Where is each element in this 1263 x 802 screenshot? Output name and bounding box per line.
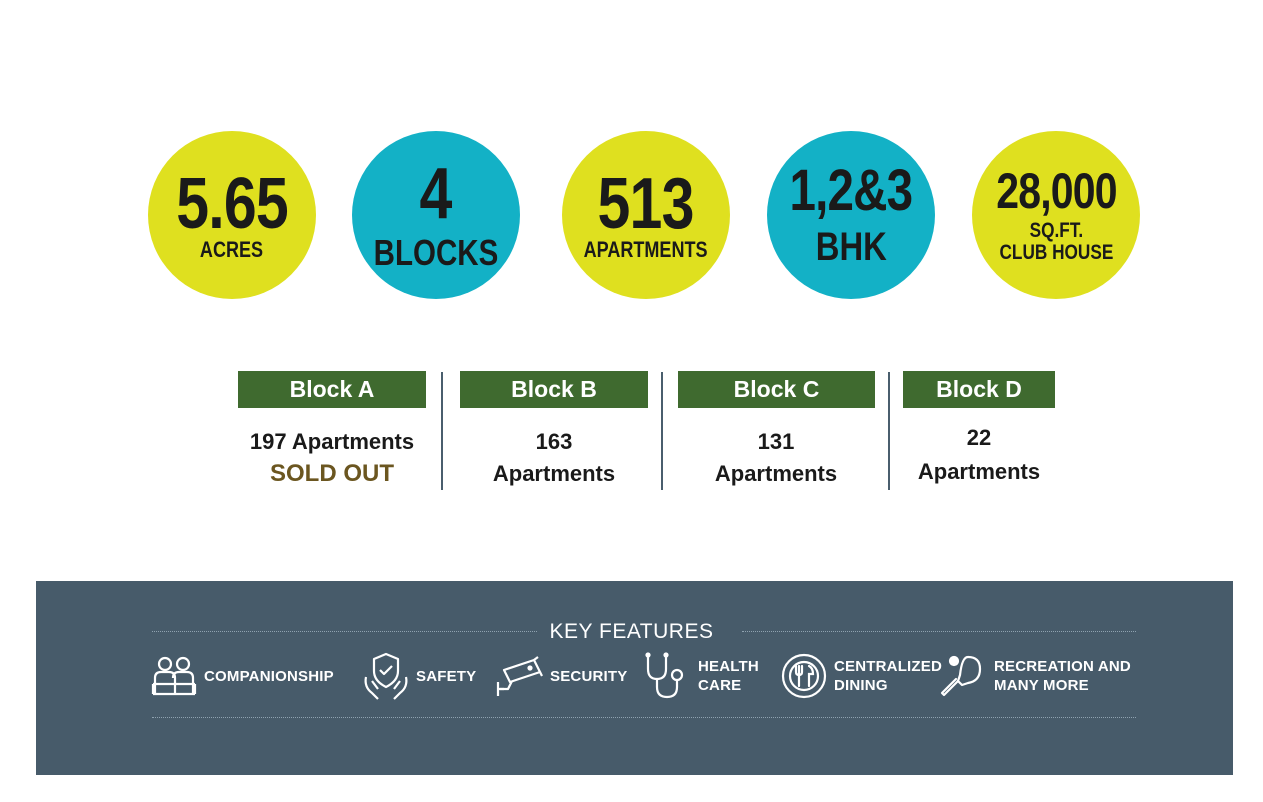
block-d-header: Block D xyxy=(903,371,1055,408)
feature-centralized-dining: CENTRALIZED DINING xyxy=(780,650,942,702)
block-divider xyxy=(661,372,663,490)
block-a-apartments: 197 Apartments xyxy=(249,429,415,454)
stat-circle-acres: 5.65 ACRES xyxy=(148,131,316,299)
stat-label: ACRES xyxy=(200,237,264,263)
companionship-icon xyxy=(151,656,197,696)
block-b-count: 163 xyxy=(535,429,573,454)
stat-value: 28,000 xyxy=(995,162,1117,219)
feature-label: SECURITY xyxy=(550,667,628,685)
feature-companionship: COMPANIONSHIP xyxy=(150,650,334,702)
stat-circle-apartments: 513 APARTMENTS xyxy=(562,131,730,299)
stat-label: APARTMENTS xyxy=(584,237,708,263)
dotted-rule xyxy=(152,717,1136,718)
feature-label: HEALTH CARE xyxy=(698,658,759,694)
block-a-sold-out: SOLD OUT xyxy=(270,460,394,487)
block-c-count: 131 xyxy=(757,429,795,454)
block-a-header: Block A xyxy=(238,371,426,408)
dining-plate-icon xyxy=(781,653,827,699)
feature-label: SAFETY xyxy=(416,667,477,685)
dotted-rule xyxy=(152,631,537,632)
stat-circle-bhk: 1,2&3 BHK xyxy=(767,131,935,299)
block-c-details: 131 Apartments xyxy=(680,426,872,490)
block-divider xyxy=(441,372,443,490)
block-d-unit: Apartments xyxy=(917,459,1041,484)
table-tennis-icon xyxy=(940,655,982,697)
block-a-details: 197 Apartments SOLD OUT xyxy=(220,426,444,490)
feature-label: RECREATION AND MANY MORE xyxy=(994,658,1131,694)
cctv-camera-icon xyxy=(496,656,543,696)
feature-health-care: HEALTH CARE xyxy=(642,650,759,702)
safety-icon xyxy=(364,652,408,700)
feature-label: CENTRALIZED DINING xyxy=(834,658,943,694)
feature-label: COMPANIONSHIP xyxy=(204,667,334,685)
feature-security: SECURITY xyxy=(494,650,627,702)
block-b-unit: Apartments xyxy=(492,461,616,486)
stat-value: 513 xyxy=(597,164,695,245)
block-b-details: 163 Apartments xyxy=(458,426,650,490)
stat-value: 4 xyxy=(419,154,453,235)
block-d-details: 22 Apartments xyxy=(883,422,1075,488)
stat-circle-club-house: 28,000 SQ.FT. CLUB HOUSE xyxy=(972,131,1140,299)
block-c-unit: Apartments xyxy=(714,461,838,486)
feature-safety: SAFETY xyxy=(362,650,476,702)
block-b-header: Block B xyxy=(460,371,648,408)
dotted-rule xyxy=(742,631,1136,632)
key-features-title: KEY FEATURES xyxy=(549,620,714,643)
stat-label: SQ.FT. CLUB HOUSE xyxy=(999,218,1113,264)
block-c-header: Block C xyxy=(678,371,875,408)
stat-value: 1,2&3 xyxy=(789,158,914,223)
feature-recreation: RECREATION AND MANY MORE xyxy=(938,650,1131,702)
key-features-band xyxy=(36,581,1233,775)
stat-circle-blocks: 4 BLOCKS xyxy=(352,131,520,299)
block-divider xyxy=(888,372,890,490)
stethoscope-icon xyxy=(645,652,684,699)
stat-label: BLOCKS xyxy=(373,232,499,274)
stat-value: 5.65 xyxy=(176,164,288,245)
block-d-count: 22 xyxy=(966,425,992,450)
stat-label: BHK xyxy=(815,225,887,269)
